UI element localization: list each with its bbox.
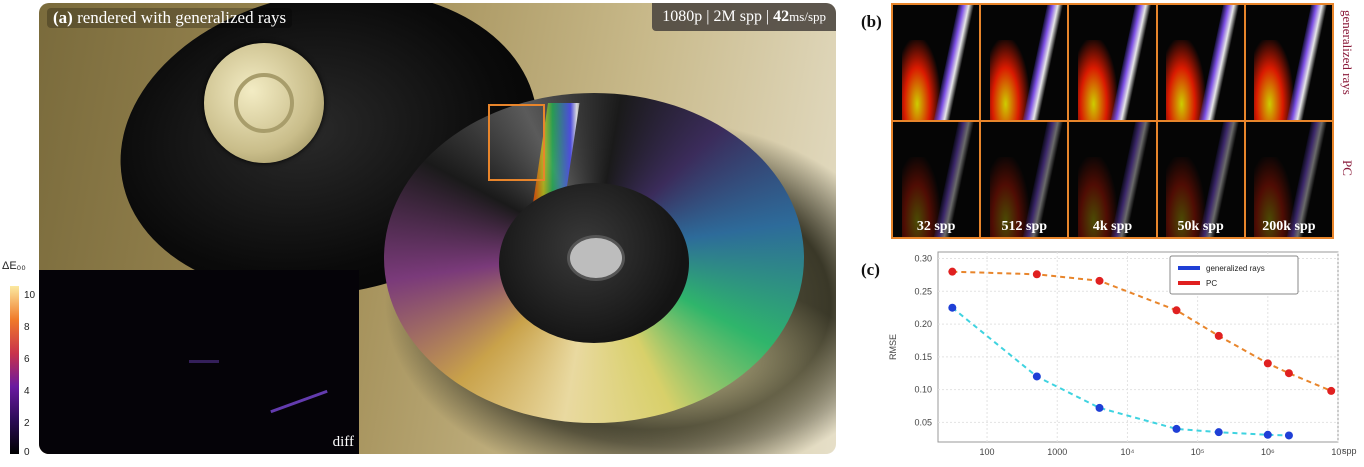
panel-a-title: (a) rendered with generalized rays: [47, 8, 293, 28]
data-point: [1214, 331, 1223, 340]
data-point: [1284, 369, 1293, 378]
legend-label: generalized rays: [1206, 264, 1265, 273]
x-tick-label: 1000: [1047, 447, 1067, 457]
y-tick-label: 0.10: [914, 385, 932, 395]
colorbar: [10, 286, 19, 454]
row-label-pc: PC: [1340, 160, 1355, 176]
x-tick-label: 10⁷: [1331, 447, 1344, 457]
colorbar-title: ΔE₀₀: [2, 260, 26, 272]
x-tick-label: 10⁴: [1120, 447, 1134, 457]
legend-box: [1169, 255, 1299, 295]
zoom-region-box: [488, 104, 545, 181]
spp-label: 200k spp: [1262, 219, 1316, 234]
crop-generalized-512: [981, 5, 1068, 120]
crop-generalized-32: [893, 5, 980, 120]
spp-label: 4k spp: [1092, 219, 1133, 234]
crop-generalized-50k: [1157, 5, 1244, 120]
diff-inset: diff: [39, 270, 359, 454]
panel-c-letter: (c): [861, 260, 880, 279]
panel-b-letter: (b): [861, 12, 882, 31]
diff-highlight: [270, 389, 328, 414]
colorbar-tick: 10: [24, 290, 36, 301]
spp-label: 50k spp: [1177, 219, 1224, 234]
data-point: [1032, 270, 1041, 279]
data-point: [1263, 430, 1272, 439]
colorbar-tick: 8: [24, 322, 30, 333]
rendered-image-panel: 1080p | 2M spp | 42ms/spp: [39, 3, 836, 454]
crop-pc-512: 512 spp: [981, 122, 1068, 237]
data-point: [948, 303, 957, 312]
x-tick-label: 100: [980, 447, 995, 457]
data-point: [1327, 386, 1336, 395]
data-point: [1263, 359, 1272, 368]
rmse-chart: 0.05 0.10 0.15 0.20 0.25 0.30 100 1000 10⁴ 10⁵ 10⁶…: [888, 251, 1357, 457]
y-tick-label: 0.20: [914, 319, 932, 329]
y-axis-label: RMSE: [888, 334, 898, 360]
diff-highlight: [189, 360, 219, 363]
spp-label: 512 spp: [1001, 219, 1048, 234]
disc-center-hole: [567, 235, 625, 281]
crop-pc-50k: 50k spp: [1157, 122, 1244, 237]
x-tick-label: 10⁵: [1191, 447, 1205, 457]
x-tick-label: 10⁶: [1261, 447, 1275, 457]
crop-pc-32: 32 spp: [893, 122, 980, 237]
data-point: [1284, 431, 1293, 440]
colorbar-tick: 6: [24, 354, 30, 365]
y-tick-label: 0.30: [914, 254, 932, 264]
disc-hub-ring: [234, 73, 294, 133]
crop-generalized-200k: [1245, 5, 1332, 120]
colorbar-tick: 0: [24, 447, 30, 458]
crop-pc-4k: 4k spp: [1069, 122, 1156, 237]
spp-label: 32 spp: [916, 219, 956, 234]
row-label-generalized: generalized rays: [1340, 10, 1355, 95]
data-point: [1172, 306, 1181, 315]
colorbar-tick: 4: [24, 386, 30, 397]
y-tick-label: 0.25: [914, 286, 932, 296]
data-point: [1172, 424, 1181, 433]
x-axis-label: spp: [1342, 446, 1357, 456]
data-point: [1095, 276, 1104, 285]
diff-label: diff: [332, 434, 354, 450]
crop-generalized-4k: [1069, 5, 1156, 120]
y-tick-label: 0.05: [914, 417, 932, 427]
render-info: 1080p | 2M spp | 42ms/spp: [652, 3, 836, 31]
convergence-grid: 32 spp 512 spp 4k spp 50k spp 200k spp: [891, 3, 1334, 239]
y-tick-label: 0.15: [914, 352, 932, 362]
colorbar-tick: 2: [24, 418, 30, 429]
legend-label: PC: [1206, 279, 1217, 288]
data-point: [1214, 428, 1223, 437]
crop-pc-200k: 200k spp: [1245, 122, 1332, 237]
data-point: [1032, 372, 1041, 381]
data-point: [1095, 403, 1104, 412]
data-point: [948, 267, 957, 276]
